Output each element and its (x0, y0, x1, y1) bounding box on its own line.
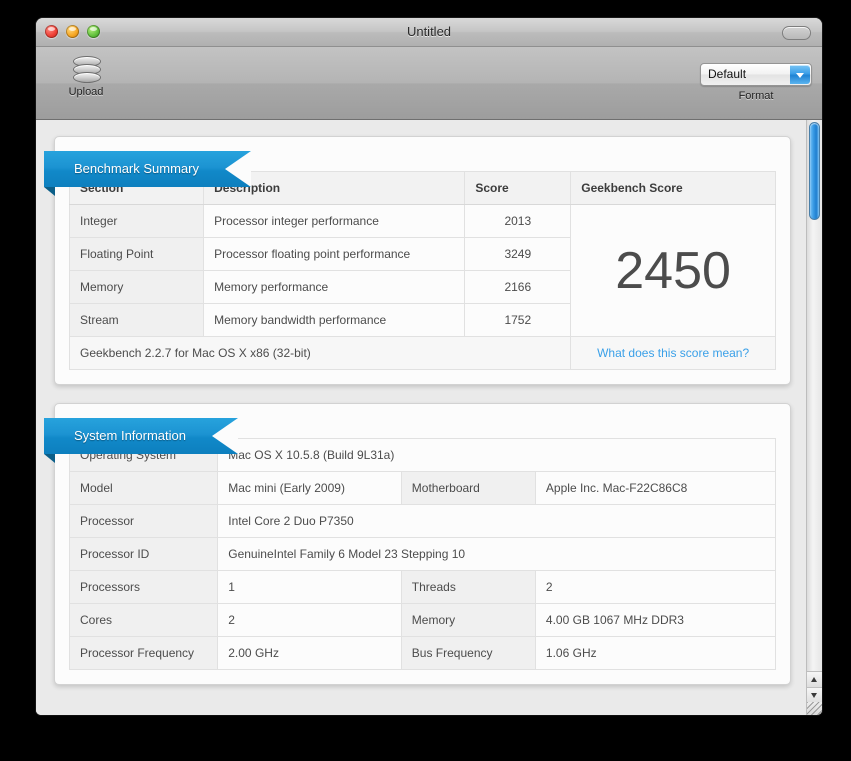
cell-score: 2166 (464, 270, 572, 304)
table-header-row: Section Description Score Geekbench Scor… (68, 171, 776, 205)
table-row: Processor ID GenuineIntel Family 6 Model… (68, 537, 776, 571)
system-information-table: Operating System Mac OS X 10.5.8 (Build … (68, 438, 777, 670)
cell-description: Memory bandwidth performance (203, 303, 466, 337)
cell-value: Mac mini (Early 2009) (217, 471, 402, 505)
cell-value: 2 (217, 603, 402, 637)
cell-label: Model (68, 471, 219, 505)
table-row: Operating System Mac OS X 10.5.8 (Build … (68, 438, 776, 472)
document-content: Benchmark Summary Section Description (36, 120, 822, 715)
cell-value-2: 4.00 GB 1067 MHz DDR3 (534, 603, 777, 637)
cell-value: Mac OS X 10.5.8 (Build 9L31a) (217, 438, 776, 472)
cell-value: Intel Core 2 Duo P7350 (217, 504, 776, 538)
benchmark-summary-card: Benchmark Summary Section Description (44, 136, 791, 385)
cell-score: 2013 (464, 204, 572, 238)
geekbench-score-value: 2450 (570, 204, 776, 337)
format-label: Format (738, 90, 774, 102)
cell-section: Stream (68, 303, 205, 337)
cell-section: Memory (68, 270, 205, 304)
column-header-score: Score (464, 171, 572, 205)
application-window: Untitled Upload Default Format (36, 18, 822, 715)
table-footer-row: Geekbench 2.2.7 for Mac OS X x86 (32-bit… (68, 336, 776, 370)
ribbon-fold (44, 454, 55, 463)
window-titlebar: Untitled (36, 18, 822, 47)
report-page: Benchmark Summary Section Description (36, 136, 807, 685)
ribbon-fold (44, 187, 55, 196)
table-row: Processor Frequency 2.00 GHz Bus Frequen… (68, 636, 777, 670)
format-control: Default Format (700, 63, 812, 102)
zoom-button[interactable] (87, 25, 100, 38)
cell-label-2: Bus Frequency (400, 636, 536, 670)
table-row: Stream Memory bandwidth performance 1752 (68, 303, 776, 337)
cell-label: Processor Frequency (68, 636, 219, 670)
table-row: Cores 2 Memory 4.00 GB 1067 MHz DDR3 (68, 603, 777, 637)
cell-value-2: Apple Inc. Mac-F22C86C8 (534, 471, 777, 505)
minimize-button[interactable] (66, 25, 79, 38)
window-toolbar: Upload Default Format (36, 47, 822, 120)
table-row: Integer Processor integer performance 20… (68, 204, 776, 337)
cell-value: 2.00 GHz (217, 636, 402, 670)
cell-score: 3249 (464, 237, 572, 271)
format-dropdown-value: Default (708, 67, 747, 81)
cell-label: Processor (68, 504, 219, 538)
table-row: Processors 1 Threads 2 (68, 570, 777, 604)
cell-label-2: Memory (400, 603, 536, 637)
column-header-description: Description (203, 171, 466, 205)
score-explanation-link[interactable]: What does this score mean? (597, 346, 750, 360)
cell-label-2: Threads (400, 570, 536, 604)
benchmark-summary-table: Section Description Score Geekbench Scor… (68, 171, 776, 370)
cell-label-2: Motherboard (400, 471, 536, 505)
upload-button[interactable]: Upload (50, 51, 122, 98)
system-information-card: System Information Operating System Mac … (44, 403, 791, 685)
cell-label: Cores (68, 603, 219, 637)
cell-label: Processor ID (68, 537, 219, 571)
upload-button-label: Upload (68, 86, 104, 98)
toolbar-toggle-button[interactable] (782, 26, 811, 40)
cell-value-2: 1.06 GHz (534, 636, 777, 670)
scrollbar-buttons (807, 671, 822, 704)
score-explanation-cell: What does this score mean? (570, 336, 776, 370)
benchmark-summary-ribbon-title: Benchmark Summary (44, 151, 251, 187)
window-controls (45, 25, 100, 38)
cell-description: Processor floating point performance (203, 237, 466, 271)
chevron-down-icon (790, 65, 810, 84)
cell-section: Integer (68, 204, 205, 238)
system-information-ribbon-title: System Information (44, 418, 238, 454)
close-button[interactable] (45, 25, 58, 38)
cell-description: Memory performance (203, 270, 466, 304)
system-information-ribbon: System Information (44, 418, 238, 463)
cell-label: Processors (68, 570, 219, 604)
cell-value-2: 2 (534, 570, 777, 604)
table-row: Model Mac mini (Early 2009) Motherboard … (68, 471, 777, 505)
column-header-geekbench-score: Geekbench Score (570, 171, 776, 205)
format-dropdown[interactable]: Default (700, 63, 812, 86)
resize-grip[interactable] (807, 702, 822, 715)
cell-section: Floating Point (68, 237, 205, 271)
window-title: Untitled (406, 24, 452, 39)
cell-value: GenuineIntel Family 6 Model 23 Stepping … (217, 537, 776, 571)
cell-description: Processor integer performance (203, 204, 466, 238)
vertical-scrollbar[interactable] (806, 120, 822, 715)
scrollbar-thumb[interactable] (809, 122, 820, 220)
benchmark-summary-ribbon: Benchmark Summary (44, 151, 251, 196)
table-row: Processor Intel Core 2 Duo P7350 (68, 504, 776, 538)
triangle-up-icon[interactable] (807, 672, 822, 688)
version-note: Geekbench 2.2.7 for Mac OS X x86 (32-bit… (68, 336, 572, 370)
scrollbar-track[interactable] (807, 120, 822, 686)
scroll-area[interactable]: Benchmark Summary Section Description (36, 120, 807, 715)
cell-score: 1752 (464, 303, 572, 337)
database-icon (71, 55, 101, 85)
cell-value: 1 (217, 570, 402, 604)
